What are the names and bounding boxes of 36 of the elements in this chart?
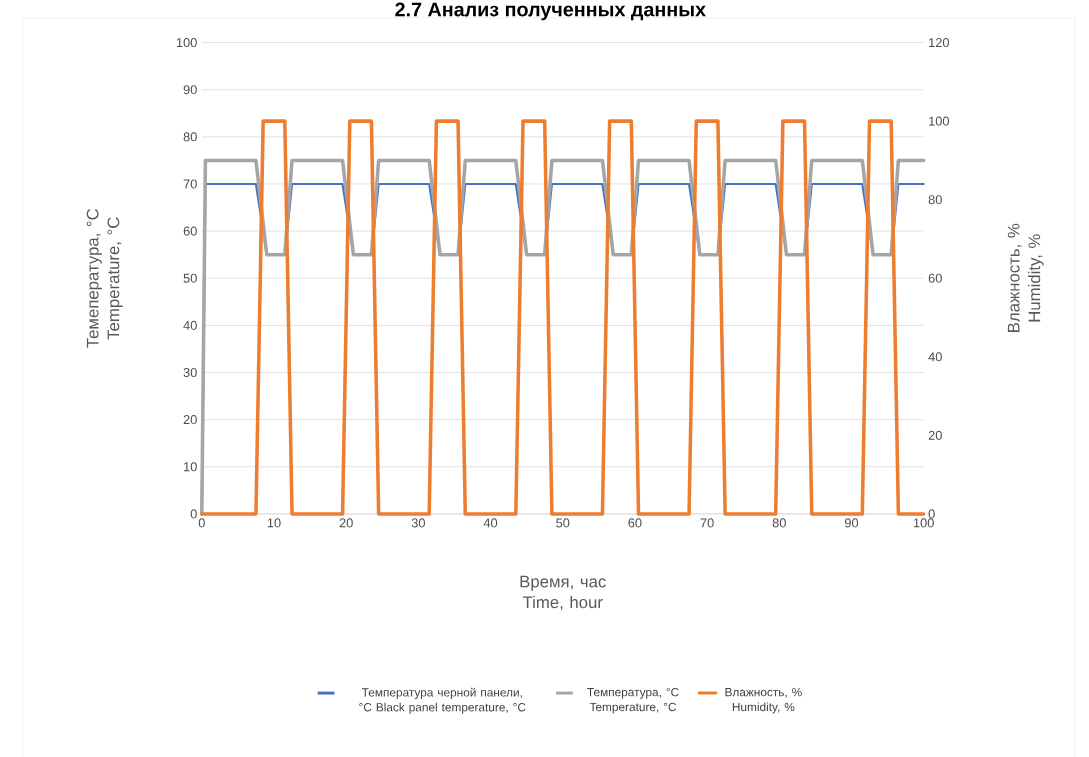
x-axis-title: Время, час Time, hour (520, 575, 606, 610)
legend-label: Температура черной панели, °C Black panel temperature, °C (359, 687, 526, 714)
y-tick-label: 90 (183, 84, 197, 95)
x-tick-label: 60 (628, 518, 642, 528)
x-tick-label: 10 (267, 518, 281, 528)
y-axis-title: Темепература, °C Temperature, °C (86, 208, 123, 348)
legend-label: Влажность, % Humidity, % (725, 687, 802, 714)
x-tick-label: 70 (700, 518, 714, 528)
x-tick-label: 100 (913, 518, 934, 528)
y2-axis-title: Влажность, % Humidity, % (1007, 223, 1044, 332)
y2-tick-label: 0 (928, 509, 935, 519)
y-tick-label: 80 (183, 132, 197, 142)
y2-tick-label: 100 (929, 116, 950, 126)
y2-tick-label: 60 (928, 273, 942, 283)
x-tick-label: 50 (556, 518, 570, 528)
y2-tick-label: 20 (928, 430, 942, 440)
x-tick-label: 40 (483, 518, 498, 528)
y-tick-label: 30 (183, 367, 197, 377)
x-tick-label: 30 (411, 518, 425, 528)
y-tick-label: 50 (183, 273, 197, 283)
y-tick-label: 60 (183, 226, 197, 236)
y-tick-label: 10 (184, 461, 197, 472)
x-tick-label: 20 (339, 518, 353, 528)
x-tick-label: 0 (198, 518, 205, 528)
y2-tick-label: 40 (928, 352, 942, 362)
y-tick-label: 0 (190, 509, 197, 519)
chart-title: 2.7 Анализ полученных данных (395, 2, 706, 21)
y-tick-label: 70 (183, 179, 197, 189)
x-tick-label: 90 (844, 518, 859, 528)
y-tick-label: 100 (176, 37, 197, 47)
legend-label: Температура, °C Temperature, °C (587, 687, 679, 714)
y-tick-label: 20 (183, 414, 197, 424)
x-tick-label: 80 (772, 518, 786, 528)
y-tick-label: 40 (183, 320, 197, 330)
y2-tick-label: 120 (929, 37, 950, 47)
y2-tick-label: 80 (928, 194, 942, 204)
